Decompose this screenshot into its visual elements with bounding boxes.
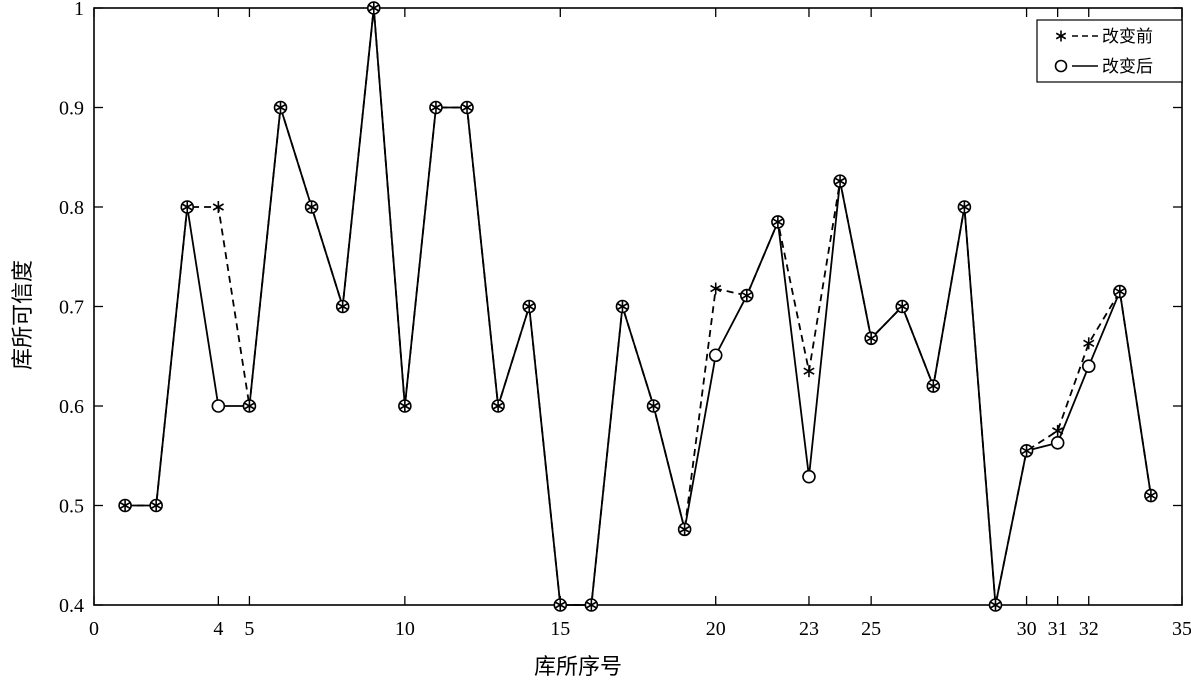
series-after-point bbox=[1050, 436, 1065, 450]
series-before-point bbox=[181, 201, 193, 213]
series-before-point bbox=[1020, 444, 1033, 457]
series-before-point bbox=[647, 400, 660, 412]
series-before-point bbox=[337, 300, 349, 313]
series-before-point bbox=[616, 300, 629, 313]
series-before-point bbox=[523, 300, 535, 313]
x-tick-label: 23 bbox=[799, 618, 819, 640]
series-before-point bbox=[368, 2, 380, 14]
series-after-point bbox=[802, 469, 816, 484]
series-before-point bbox=[927, 380, 939, 393]
legend-circle-icon bbox=[1054, 59, 1068, 73]
y-tick-label: 0.7 bbox=[59, 297, 84, 319]
series-before-point bbox=[958, 201, 970, 213]
series-before-point bbox=[554, 599, 566, 611]
series-before-point bbox=[243, 400, 256, 412]
y-tick-label: 1 bbox=[74, 0, 84, 20]
y-tick-label: 0.4 bbox=[59, 595, 84, 617]
x-tick-label: 35 bbox=[1172, 618, 1191, 640]
x-tick-label: 25 bbox=[861, 618, 881, 640]
plot-frame bbox=[93, 7, 1183, 606]
legend-label-before: 改变前 bbox=[1102, 27, 1153, 47]
x-tick-label: 31 bbox=[1048, 618, 1068, 640]
x-tick-label: 4 bbox=[213, 618, 223, 640]
series-before-point bbox=[585, 599, 597, 611]
series-before-point bbox=[741, 289, 753, 302]
series-before-point bbox=[834, 175, 846, 188]
series-before-point bbox=[274, 101, 287, 114]
series-before-point bbox=[772, 215, 784, 228]
series-before-point bbox=[803, 365, 815, 378]
series-layer bbox=[118, 1, 1158, 612]
series-before-point bbox=[896, 300, 908, 313]
series-before-line bbox=[125, 7, 1152, 606]
series-after-point bbox=[1081, 359, 1096, 374]
series-before-point bbox=[461, 101, 473, 114]
y-tick-label: 0.5 bbox=[59, 496, 84, 518]
legend: 改变前 改变后 bbox=[1036, 19, 1183, 83]
series-before-point bbox=[399, 400, 411, 412]
x-tick-label: 20 bbox=[706, 618, 726, 640]
x-tick-label: 5 bbox=[244, 618, 254, 640]
series-before-point bbox=[150, 499, 162, 512]
y-tick-label: 0.9 bbox=[59, 98, 84, 120]
y-tick-label: 0.8 bbox=[59, 197, 84, 219]
x-tick-label: 10 bbox=[395, 618, 415, 640]
series-after-point bbox=[708, 348, 723, 363]
series-after-point bbox=[211, 399, 226, 413]
series-before-point bbox=[119, 499, 131, 512]
x-axis-label: 库所序号 bbox=[534, 655, 622, 680]
axis-ticks: 0 4 5 10 15 20 23 25 30 31 32 35 0.4 0.5 0.6 0.7 0.8 0.9 1 bbox=[59, 0, 1191, 640]
x-tick-label: 0 bbox=[89, 618, 99, 640]
series-before-point bbox=[865, 332, 877, 345]
x-tick-label: 15 bbox=[550, 618, 570, 640]
series-before-point bbox=[710, 282, 722, 295]
series-after-line bbox=[125, 7, 1152, 606]
series-before-point bbox=[212, 201, 224, 213]
series-before-point bbox=[1052, 424, 1064, 437]
series-before-point bbox=[306, 201, 318, 213]
y-tick-label: 0.6 bbox=[59, 396, 84, 418]
series-before-point bbox=[1145, 489, 1157, 502]
legend-asterisk-icon bbox=[1055, 30, 1067, 42]
x-tick-label: 32 bbox=[1079, 618, 1099, 640]
y-axis-label: 库所可信度 bbox=[11, 260, 36, 370]
legend-label-after: 改变后 bbox=[1102, 57, 1153, 77]
series-before-point bbox=[492, 400, 504, 412]
series-before-point bbox=[989, 599, 1002, 611]
series-before-point bbox=[1083, 337, 1095, 350]
series-before-point bbox=[1114, 285, 1126, 298]
series-before-point bbox=[679, 523, 691, 536]
x-tick-label: 30 bbox=[1017, 618, 1037, 640]
series-before-point bbox=[430, 101, 442, 114]
